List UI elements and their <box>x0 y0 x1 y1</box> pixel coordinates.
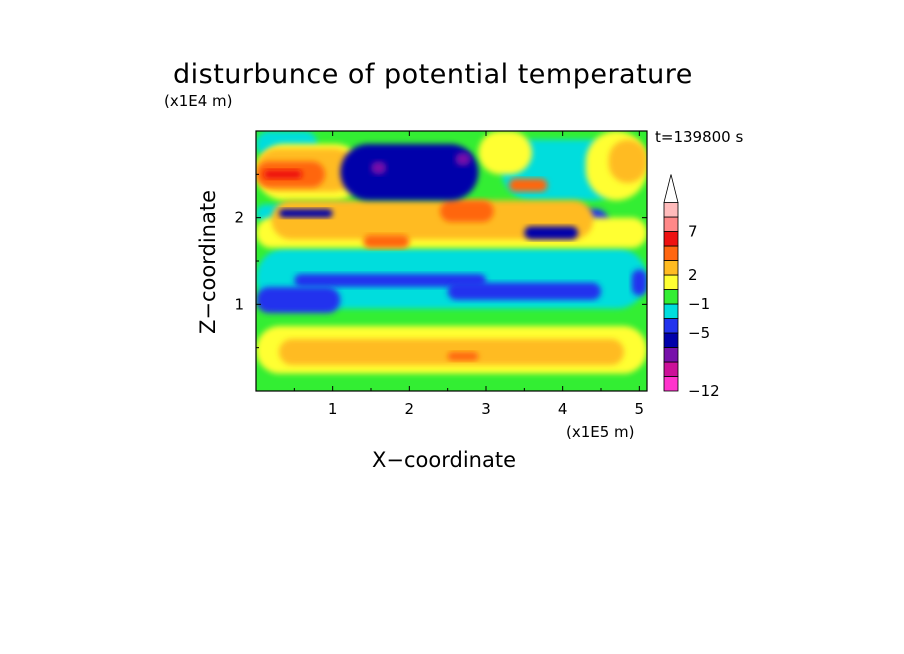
x-tick-label: 5 <box>635 400 645 418</box>
colorbar-swatch <box>663 289 679 305</box>
contour-region-purple <box>371 161 387 175</box>
colorbar-swatch <box>663 361 679 377</box>
x-tick-label: 1 <box>328 400 338 418</box>
contour-region-navy <box>524 226 578 240</box>
colorbar-label: −12 <box>688 382 720 400</box>
x-tick-label: 2 <box>405 400 415 418</box>
colorbar-label: −1 <box>688 295 710 313</box>
contour-region-orange <box>271 200 594 240</box>
contour-region-blue <box>256 287 341 313</box>
colorbar-swatch <box>663 202 679 218</box>
contour-region-orange <box>608 139 647 183</box>
colorbar-label: −5 <box>688 324 710 342</box>
x-axis-unit-label: (x1E5 m) <box>566 423 635 441</box>
contour-region-blue <box>294 274 486 287</box>
colorbar-swatch <box>663 347 679 363</box>
colorbar-swatch <box>663 231 679 247</box>
x-tick-label: 3 <box>481 400 491 418</box>
x-tick-label: 4 <box>558 400 568 418</box>
colorbar-swatch <box>663 318 679 334</box>
contour-region-red <box>263 170 302 179</box>
colorbar-swatch <box>663 216 679 232</box>
colorbar-label: 7 <box>688 223 698 241</box>
contour-region-dark-orange <box>363 235 410 248</box>
colorbar-swatch <box>663 274 679 290</box>
colorbar-label: 2 <box>688 266 698 284</box>
x-axis-label: X−coordinate <box>372 448 516 472</box>
y-tick-label: 2 <box>234 209 244 227</box>
contour-region-yellow <box>478 131 532 175</box>
contour-region-blue <box>447 282 601 300</box>
x-axis-ticks: 1 2 3 4 5 <box>293 131 645 418</box>
time-label: t=139800 s <box>655 128 744 146</box>
contour-region-orange <box>279 339 624 365</box>
colorbar-overflow-triangle <box>663 174 679 203</box>
y-tick-label: 1 <box>234 295 244 313</box>
colorbar: 7 2 −1 −5 −12 <box>663 174 720 400</box>
contour-region-navy <box>340 144 479 201</box>
chart-title: disturbunce of potential temperature <box>173 59 693 90</box>
contour-regions <box>256 131 647 374</box>
y-axis-unit-label: (x1E4 m) <box>164 92 233 110</box>
colorbar-swatch <box>663 376 679 392</box>
y-axis-ticks: 12 <box>234 173 647 349</box>
colorbar-swatch <box>663 332 679 348</box>
contour-region-blue <box>631 269 647 296</box>
colorbar-swatch <box>663 303 679 319</box>
contour-plot-area <box>255 130 648 392</box>
contour-region-dark-orange <box>447 352 479 361</box>
colorbar-swatch <box>663 260 679 276</box>
contour-region-purple <box>455 152 471 166</box>
contour-region-navy <box>279 209 333 218</box>
colorbar-swatch <box>663 245 679 261</box>
contour-region-dark-orange <box>509 178 548 192</box>
contour-region-dark-orange <box>440 200 494 222</box>
